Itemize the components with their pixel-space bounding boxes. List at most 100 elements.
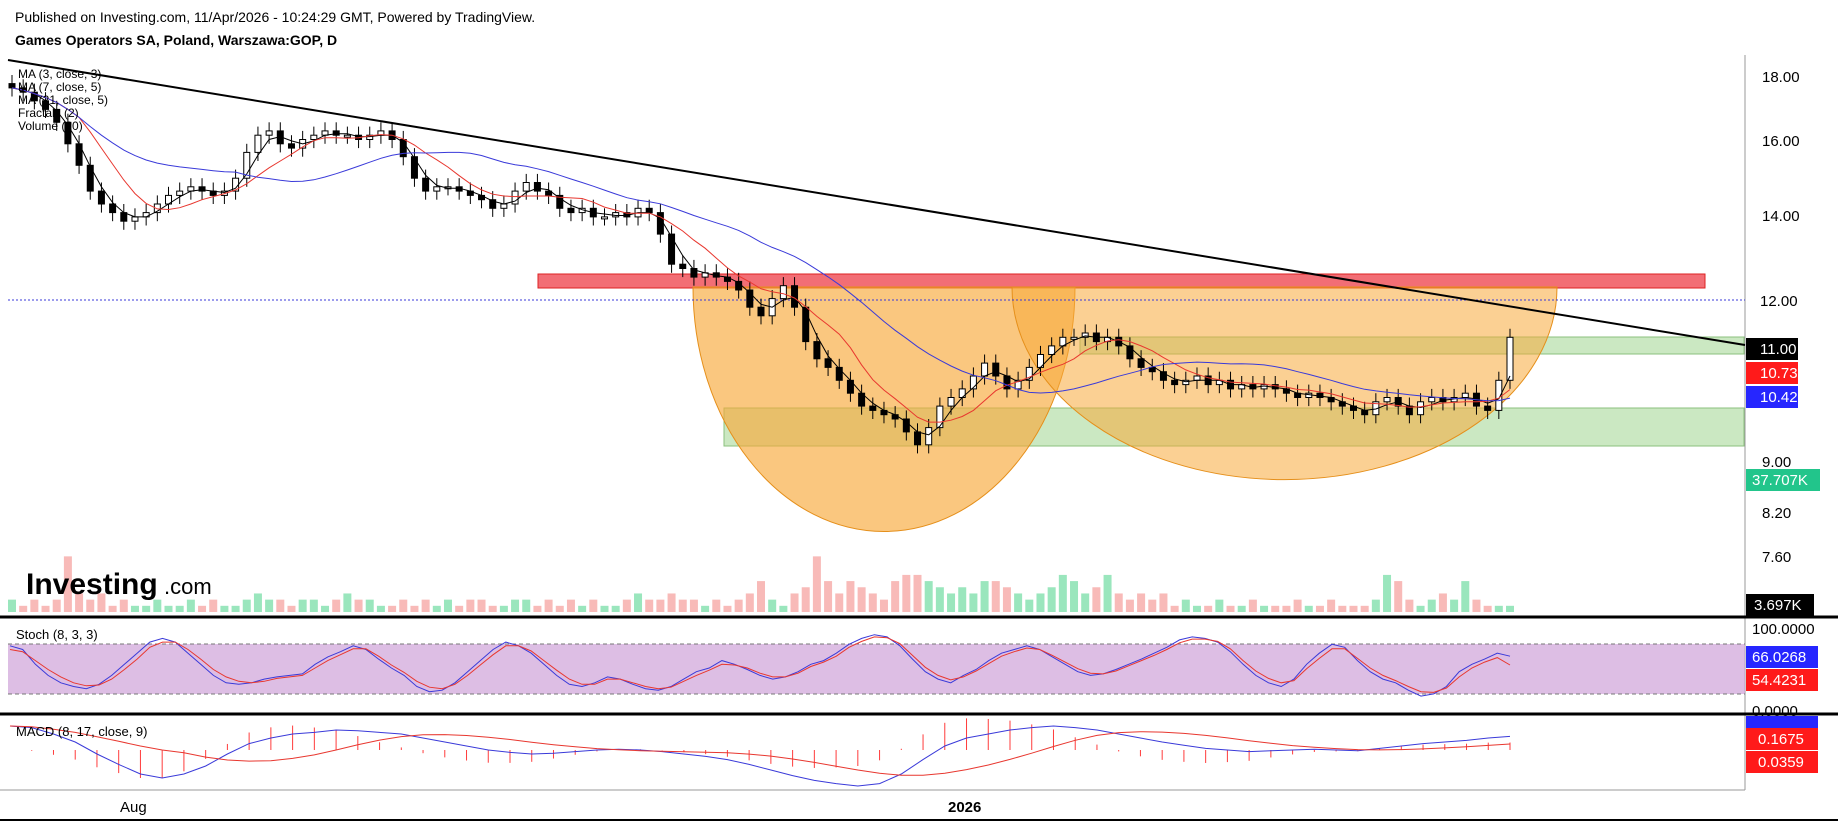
volume-bar — [745, 593, 754, 612]
candle-body — [556, 194, 564, 209]
volume-bar — [522, 599, 531, 612]
volume-bar — [30, 599, 39, 612]
volume-bar — [947, 593, 956, 612]
volume-bar — [19, 605, 28, 612]
volume-bar — [153, 599, 162, 612]
candle-body — [366, 134, 374, 140]
candle-body — [332, 130, 340, 136]
volume-bar — [924, 581, 933, 612]
volume-bar — [97, 593, 106, 612]
candle-body — [109, 203, 117, 214]
volume-bar — [1315, 605, 1324, 612]
volume-bar — [1327, 599, 1336, 612]
volume-bar — [1472, 599, 1481, 612]
volume-bar — [555, 605, 564, 612]
volume-bar — [634, 593, 643, 612]
volume-bar — [801, 587, 810, 612]
volume-bar — [902, 574, 911, 612]
badge-last: 11.00 — [1746, 338, 1798, 360]
volume-bar — [857, 587, 866, 612]
candle-body — [176, 190, 184, 196]
volume-bar — [734, 599, 743, 612]
volume-bar — [768, 599, 777, 612]
volume-bar — [1293, 599, 1302, 612]
candle-body — [925, 427, 933, 446]
volume-bar — [309, 599, 318, 612]
volume-bar — [130, 605, 139, 612]
candle-body — [422, 177, 430, 192]
volume-bar — [1450, 599, 1459, 612]
volume-bar — [678, 599, 687, 612]
volume-bar — [421, 599, 430, 612]
candle-body — [1171, 379, 1179, 386]
candle-body — [1159, 371, 1167, 381]
candle-body — [1003, 375, 1011, 390]
candle-body — [433, 186, 441, 192]
candle-body — [981, 362, 989, 377]
volume-bar — [566, 599, 575, 612]
volume-bar — [265, 599, 274, 612]
candle-body — [1081, 332, 1089, 338]
svg-text:0.0359: 0.0359 — [1758, 754, 1804, 771]
volume-bar — [186, 599, 195, 612]
candle-body — [679, 263, 687, 270]
candle-body — [914, 431, 922, 446]
candle-body — [1193, 375, 1201, 381]
candle-body — [53, 108, 61, 123]
candle-body — [310, 134, 318, 140]
ma7-line — [11, 87, 1511, 423]
candle-body — [410, 156, 418, 179]
svg-text:54.4231: 54.4231 — [1752, 672, 1806, 689]
published-caption: Published on Investing.com, 11/Apr/2026 … — [15, 9, 536, 25]
volume-bar — [477, 599, 486, 612]
volume-bar — [1025, 599, 1034, 612]
volume-bar — [1170, 605, 1179, 612]
volume-bar — [376, 605, 385, 612]
volume-bar — [656, 599, 665, 612]
symbol-title: Games Operators SA, Poland, Warszawa:GOP… — [15, 32, 338, 48]
svg-text:10.73: 10.73 — [1760, 365, 1798, 382]
volume-bar — [1461, 581, 1470, 612]
candle-body — [343, 134, 351, 138]
candle-body — [254, 134, 262, 153]
time-label-2026: 2026 — [948, 799, 981, 816]
candle-body — [746, 289, 754, 308]
volume-bar — [812, 556, 821, 612]
volume-bar — [980, 581, 989, 612]
volume-bar — [1427, 599, 1436, 612]
candle-body — [64, 121, 72, 145]
volume-bar — [645, 599, 654, 612]
volume-bar — [913, 574, 922, 612]
tick-14: 14.00 — [1762, 208, 1800, 225]
candle-body — [533, 182, 541, 192]
trend-line — [7, 59, 1746, 346]
volume-bar — [958, 587, 967, 612]
candle-body — [813, 341, 821, 360]
volume-bar — [1070, 581, 1079, 612]
volume-bar — [488, 605, 497, 612]
candle-body — [645, 207, 653, 214]
volume-bar — [701, 605, 710, 612]
ma21-line — [11, 87, 1511, 402]
cup-right — [1011, 286, 1558, 481]
volume-bar — [499, 605, 508, 612]
candle-body — [1417, 401, 1425, 416]
ma3-line — [11, 87, 1511, 436]
volume-bar — [835, 593, 844, 612]
volume-bar — [321, 605, 330, 612]
volume-bar — [969, 593, 978, 612]
volume-bar — [1215, 599, 1224, 612]
candle-body — [522, 182, 530, 192]
volume-bar — [332, 599, 341, 612]
tick-16: 16.00 — [1762, 133, 1800, 150]
watermark-suffix: .com — [164, 574, 212, 599]
svg-text:3.697K: 3.697K — [1754, 597, 1802, 614]
volume-bar — [1226, 605, 1235, 612]
candle-body — [1506, 336, 1514, 381]
candle-body — [947, 397, 955, 407]
tick-760: 7.60 — [1762, 549, 1791, 566]
candle-body — [902, 418, 910, 433]
candle-body — [1148, 366, 1156, 373]
volume-bar — [287, 605, 296, 612]
